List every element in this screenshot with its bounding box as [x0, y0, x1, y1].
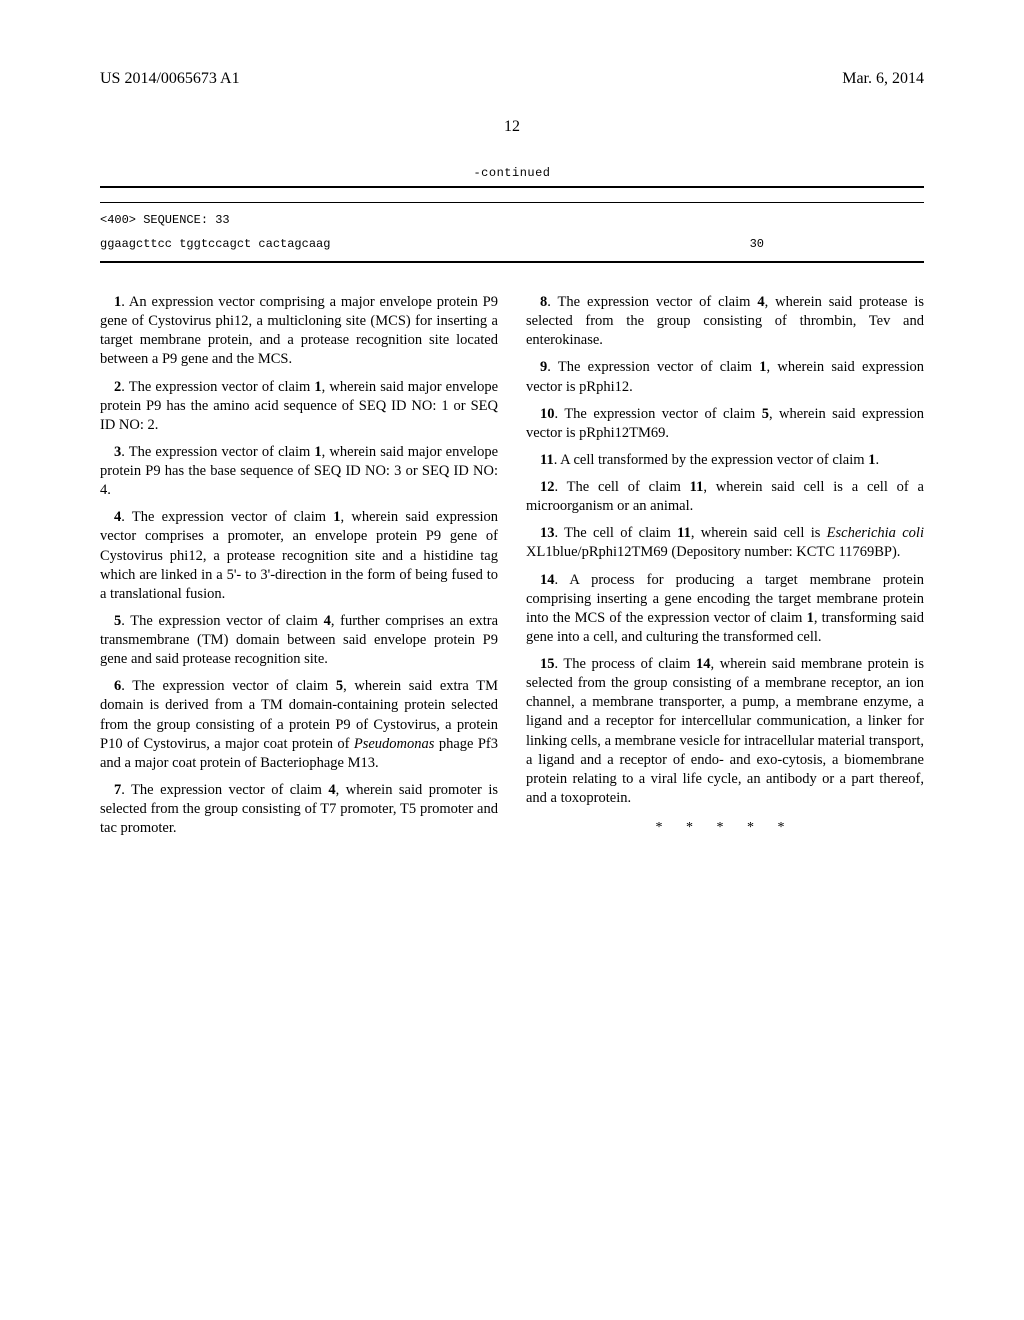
- claims-left-column: 1. An expression vector comprising a maj…: [100, 293, 498, 846]
- claim-11: 11. A cell transformed by the expression…: [526, 451, 924, 470]
- sequence-length: 30: [750, 237, 924, 251]
- claim-8: 8. The expression vector of claim 4, whe…: [526, 293, 924, 350]
- page-number: 12: [100, 118, 924, 136]
- claim-2: 2. The expression vector of claim 1, whe…: [100, 378, 498, 435]
- patent-header: US 2014/0065673 A1 Mar. 6, 2014: [100, 70, 924, 88]
- claims-right-column: 8. The expression vector of claim 4, whe…: [526, 293, 924, 846]
- sequence-header: <400> SEQUENCE: 33: [100, 213, 924, 227]
- claim-3: 3. The expression vector of claim 1, whe…: [100, 443, 498, 500]
- claim-5: 5. The expression vector of claim 4, fur…: [100, 612, 498, 669]
- claim-12: 12. The cell of claim 11, wherein said c…: [526, 478, 924, 516]
- sequence-listing: <400> SEQUENCE: 33 ggaagcttcc tggtccagct…: [100, 186, 924, 263]
- sequence-continued: -continued: [100, 166, 924, 180]
- claim-14: 14. A process for producing a target mem…: [526, 571, 924, 648]
- end-mark: * * * * *: [526, 820, 924, 836]
- sequence-data: ggaagcttcc tggtccagct cactagcaag: [100, 237, 330, 251]
- claims-columns: 1. An expression vector comprising a maj…: [100, 293, 924, 846]
- claim-4: 4. The expression vector of claim 1, whe…: [100, 508, 498, 604]
- claim-1: 1. An expression vector comprising a maj…: [100, 293, 498, 370]
- claim-9: 9. The expression vector of claim 1, whe…: [526, 358, 924, 396]
- publication-date: Mar. 6, 2014: [842, 70, 924, 88]
- claim-7: 7. The expression vector of claim 4, whe…: [100, 781, 498, 838]
- claim-13: 13. The cell of claim 11, wherein said c…: [526, 524, 924, 562]
- publication-number: US 2014/0065673 A1: [100, 70, 240, 88]
- claim-10: 10. The expression vector of claim 5, wh…: [526, 405, 924, 443]
- claim-15: 15. The process of claim 14, wherein sai…: [526, 655, 924, 808]
- claim-6: 6. The expression vector of claim 5, whe…: [100, 677, 498, 773]
